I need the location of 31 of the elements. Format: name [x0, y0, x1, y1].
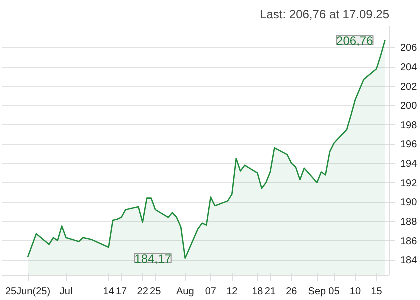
- x-tick-label: 12: [226, 286, 238, 298]
- y-tick-label: 186: [400, 236, 418, 248]
- x-tick-label: 15: [371, 286, 383, 298]
- x-tick-label: 05: [328, 286, 340, 298]
- x-tick-label: 26: [286, 286, 298, 298]
- x-tick-label: 17: [116, 286, 128, 298]
- x-tick-label: Jul: [60, 286, 73, 298]
- y-tick-label: 194: [400, 159, 418, 170]
- y-tick-label: 190: [400, 198, 418, 209]
- x-tick-label: 25: [150, 286, 162, 298]
- x-tick-label: 25Jun(25): [6, 286, 51, 298]
- x-tick-label: Sep: [308, 286, 327, 298]
- y-tick-label: 198: [400, 120, 418, 132]
- annotation: 206,76: [336, 34, 374, 48]
- y-tick-label: 196: [400, 140, 418, 151]
- y-tick-label: 184: [400, 256, 418, 267]
- x-tick-label: 22: [137, 286, 149, 298]
- y-tick-label: 206: [400, 43, 418, 54]
- y-tick-label: 188: [400, 216, 418, 228]
- annotation: 184,17: [134, 252, 172, 266]
- x-tick-label: 10: [350, 286, 362, 298]
- chart-title: Last: 206,76 at 17.09.25: [260, 8, 390, 22]
- y-tick-label: 192: [400, 178, 418, 190]
- y-tick-label: 204: [400, 62, 418, 74]
- x-tick-label: Aug: [176, 286, 194, 298]
- x-tick-label: 21: [264, 286, 276, 298]
- x-tick-label: 18: [252, 286, 264, 298]
- x-tick-label: 14: [103, 286, 115, 298]
- y-tick-label: 202: [400, 82, 418, 93]
- y-tick-label: 200: [400, 101, 418, 112]
- x-tick-label: 07: [205, 286, 217, 298]
